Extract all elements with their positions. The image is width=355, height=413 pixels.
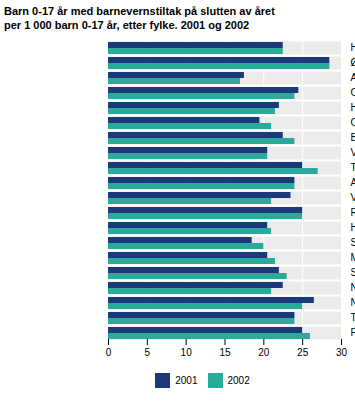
- svg-text:Møre og Romsdal: Møre og Romsdal: [351, 252, 355, 263]
- svg-text:30: 30: [336, 347, 348, 358]
- svg-text:Hedmark: Hedmark: [351, 102, 355, 113]
- svg-text:Sør-Trøndelag: Sør-Trøndelag: [351, 267, 355, 278]
- svg-text:Nordland: Nordland: [351, 297, 355, 308]
- svg-text:Aust-Agder: Aust-Agder: [351, 177, 355, 188]
- svg-text:Troms: Troms: [351, 312, 355, 323]
- svg-text:Oppland: Oppland: [351, 117, 355, 128]
- html-text:Barn 0-17 år med barnevernstil: Barn 0-17 år med barnevernstiltak på slu…: [4, 5, 275, 17]
- svg-text:Akershus: Akershus: [351, 72, 355, 83]
- svg-text:15: 15: [219, 347, 231, 358]
- svg-text:Buskerud: Buskerud: [351, 132, 355, 143]
- html-text:2002: 2002: [227, 375, 250, 386]
- svg-text:Vestfold: Vestfold: [351, 147, 355, 158]
- svg-text:Østfold: Østfold: [351, 57, 355, 68]
- svg-text:25: 25: [297, 347, 309, 358]
- html-text:2001: 2001: [175, 375, 198, 386]
- svg-text:Oslo: Oslo: [351, 87, 355, 98]
- svg-text:Finnmark: Finnmark: [351, 327, 355, 338]
- svg-text:5: 5: [145, 347, 151, 358]
- svg-text:20: 20: [258, 347, 270, 358]
- svg-text:Nord-Trøndelag: Nord-Trøndelag: [351, 282, 355, 293]
- svg-text:Rogaland: Rogaland: [351, 207, 355, 218]
- svg-text:10: 10: [181, 347, 193, 358]
- svg-text:Hordaland: Hordaland: [351, 222, 355, 233]
- svg-text:Telemark: Telemark: [351, 162, 355, 173]
- html-text:per 1 000 barn 0-17 år, etter: per 1 000 barn 0-17 år, etter fylke. 200…: [4, 19, 250, 31]
- svg-text:0: 0: [106, 347, 112, 358]
- svg-text:Vest-Agder: Vest-Agder: [351, 192, 355, 203]
- svg-text:Hele landet: Hele landet: [351, 42, 355, 53]
- svg-text:Sogn og Fjordane: Sogn og Fjordane: [351, 237, 355, 248]
